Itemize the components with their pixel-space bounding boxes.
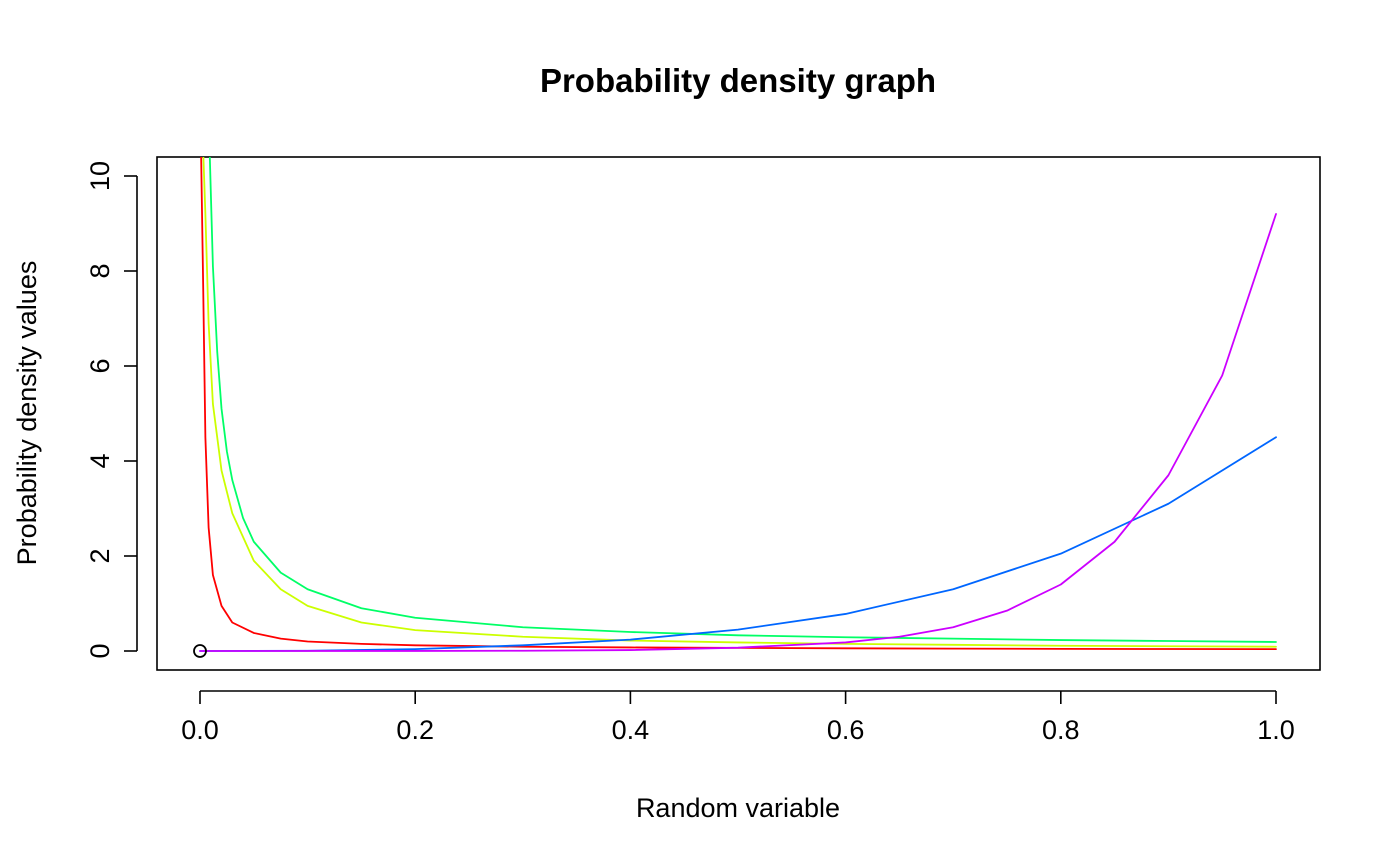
series-line-2 bbox=[202, 157, 1277, 648]
x-tick-label: 0.6 bbox=[827, 715, 865, 745]
series-line-4 bbox=[199, 436, 1277, 652]
y-tick-label: 6 bbox=[85, 358, 115, 373]
series-layer bbox=[199, 157, 1277, 652]
series-line-3 bbox=[208, 157, 1277, 643]
y-axis: 0 2 4 6 8 10 bbox=[85, 161, 138, 659]
y-tick-label: 8 bbox=[85, 263, 115, 278]
series-line-5 bbox=[199, 213, 1277, 652]
y-tick-label: 2 bbox=[85, 548, 115, 563]
y-tick-label: 0 bbox=[85, 643, 115, 658]
x-tick-label: 1.0 bbox=[1257, 715, 1295, 745]
y-tick-label: 10 bbox=[85, 161, 115, 191]
marker-layer bbox=[193, 644, 207, 658]
series-line-1 bbox=[200, 157, 1277, 650]
y-axis-label: Probability density values bbox=[12, 261, 42, 566]
plot-frame bbox=[156, 156, 1321, 671]
x-axis: 0.0 0.2 0.4 0.6 0.8 1.0 bbox=[181, 690, 1295, 745]
chart-title: Probability density graph bbox=[540, 62, 936, 99]
x-tick-label: 0.8 bbox=[1042, 715, 1080, 745]
x-axis-label: Random variable bbox=[636, 793, 840, 823]
x-tick-label: 0.0 bbox=[181, 715, 219, 745]
x-tick-label: 0.2 bbox=[396, 715, 434, 745]
x-tick-label: 0.4 bbox=[612, 715, 650, 745]
origin-point-marker bbox=[193, 644, 207, 658]
y-tick-label: 4 bbox=[85, 453, 115, 468]
